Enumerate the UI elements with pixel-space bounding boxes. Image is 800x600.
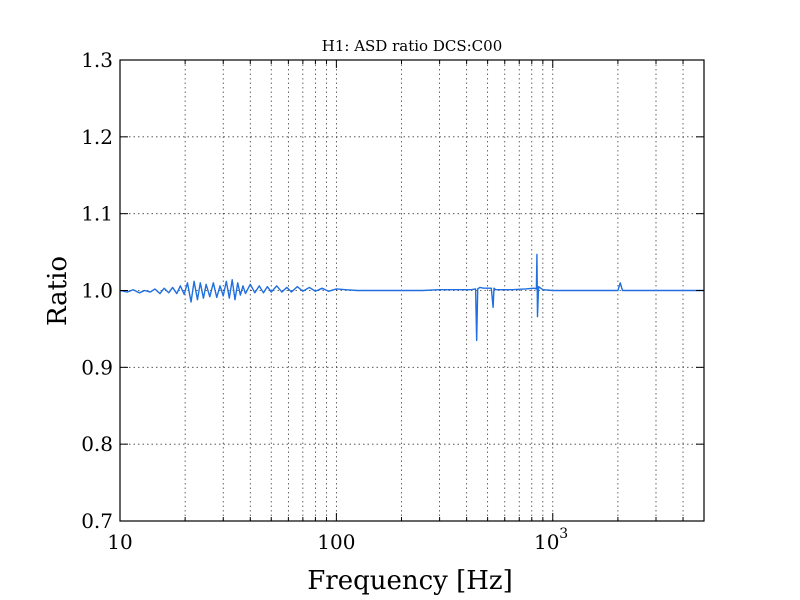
- y-tick-label: 0.7: [81, 509, 113, 533]
- chart-title: H1: ASD ratio DCS:C00: [322, 37, 502, 55]
- x-tick-label-exponent: 3: [559, 526, 568, 542]
- y-tick-label: 0.8: [81, 432, 113, 456]
- y-tick-label: 0.9: [81, 355, 113, 379]
- x-tick-label: 10: [534, 530, 559, 554]
- data-layer: [119, 253, 704, 342]
- x-axis-label: Frequency [Hz]: [307, 566, 513, 596]
- tick-layer: [119, 59, 705, 522]
- label-layer: 0.70.80.91.01.11.21.310 100 10 3: [81, 48, 568, 554]
- y-axis-label: Ratio: [43, 256, 73, 326]
- y-tick-label: 1.0: [81, 279, 113, 303]
- series-line: [119, 253, 704, 342]
- y-tick-label: 1.3: [81, 48, 113, 72]
- y-tick-label: 1.1: [81, 202, 113, 226]
- x-tick-label: 100: [317, 530, 355, 554]
- x-tick-label: 10: [107, 530, 132, 554]
- y-tick-label: 1.2: [81, 125, 113, 149]
